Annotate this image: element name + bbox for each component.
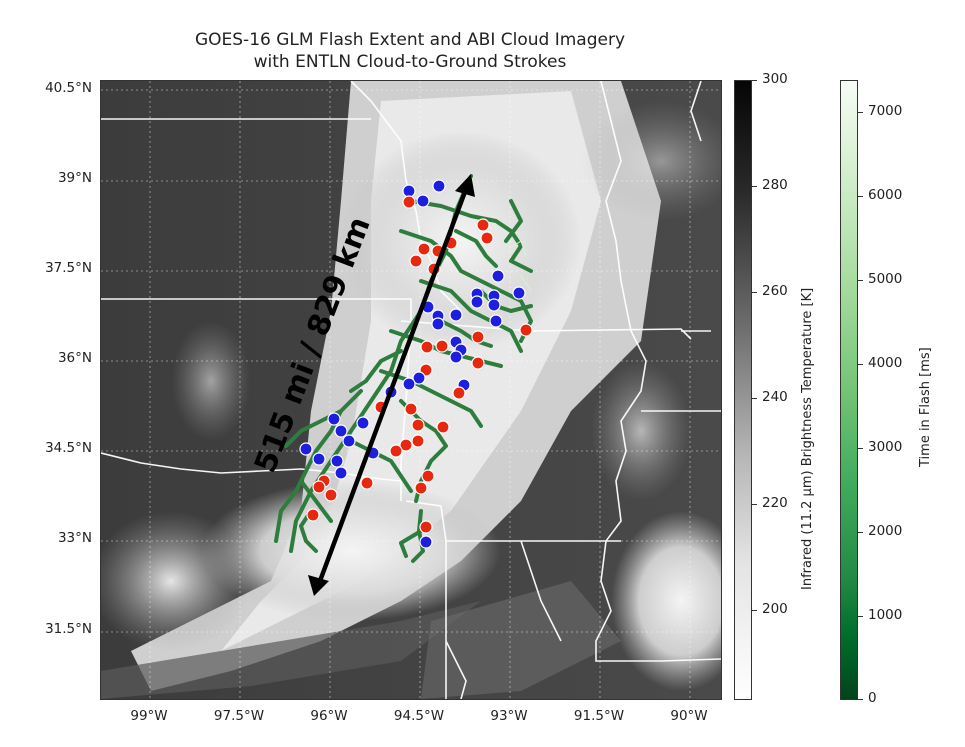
ir-tick-240: 240	[762, 389, 788, 405]
lat-tick-37-5: 37.5°N	[45, 260, 92, 276]
flash-tickmark	[858, 112, 863, 113]
figure-title-line2: with ENTLN Cloud-to-Ground Strokes	[253, 52, 567, 72]
ir-tickmark	[752, 398, 757, 399]
flash-tick-5000: 5000	[868, 271, 903, 287]
flash-tickmark	[858, 196, 863, 197]
ir-tick-220: 220	[762, 495, 788, 511]
colorbar-brightness-temperature	[734, 80, 752, 700]
lat-tick-40-5: 40.5°N	[45, 80, 92, 96]
ir-tickmark	[752, 186, 757, 187]
flash-tick-3000: 3000	[868, 439, 903, 455]
ir-tick-260: 260	[762, 283, 788, 299]
ir-colorbar-label: Infrared (11.2 μm) Brightness Temperatur…	[800, 287, 815, 590]
lon-tick-94-5: 94.5°W	[393, 708, 445, 724]
cg-strokes	[299, 179, 533, 549]
flash-tickmark	[858, 364, 863, 365]
flash-tickmark	[858, 699, 863, 700]
flash-tick-7000: 7000	[868, 103, 903, 119]
ir-tickmark	[752, 80, 757, 81]
ir-tick-300: 300	[762, 71, 788, 87]
flash-tick-2000: 2000	[868, 523, 903, 539]
cloud-imagery	[101, 81, 721, 699]
flash-tick-4000: 4000	[868, 355, 903, 371]
lon-tick-93: 93°W	[490, 708, 528, 724]
flash-tick-0: 0	[868, 690, 877, 706]
flash-tick-1000: 1000	[868, 607, 903, 623]
lon-tick-91-5: 91.5°W	[573, 708, 625, 724]
flash-colorbar-label: Time in Flash [ms]	[918, 347, 933, 467]
lon-tick-90: 90°W	[670, 708, 708, 724]
flash-tickmark	[858, 280, 863, 281]
ir-tick-200: 200	[762, 601, 788, 617]
lon-tick-97-5: 97.5°W	[213, 708, 265, 724]
lat-tick-36: 36°N	[57, 350, 92, 366]
ir-tick-280: 280	[762, 177, 788, 193]
lat-tick-39: 39°N	[57, 170, 92, 186]
flash-tick-6000: 6000	[868, 187, 903, 203]
flash-tickmark	[858, 532, 863, 533]
figure-title-line1: GOES-16 GLM Flash Extent and ABI Cloud I…	[194, 30, 626, 50]
flash-tickmark	[858, 616, 863, 617]
ir-tickmark	[752, 292, 757, 293]
distance-arrow	[308, 174, 475, 596]
lat-tick-34-5: 34.5°N	[45, 440, 92, 456]
lat-tick-31-5: 31.5°N	[45, 621, 92, 637]
graticule	[101, 81, 721, 699]
map-svg	[101, 81, 721, 699]
lon-tick-96: 96°W	[310, 708, 348, 724]
lon-tick-99: 99°W	[130, 708, 168, 724]
ir-tickmark	[752, 610, 757, 611]
flash-tickmark	[858, 448, 863, 449]
colorbar-time-in-flash	[840, 80, 858, 700]
map-panel	[100, 80, 722, 700]
ir-tickmark	[752, 504, 757, 505]
lat-tick-33: 33°N	[57, 530, 92, 546]
